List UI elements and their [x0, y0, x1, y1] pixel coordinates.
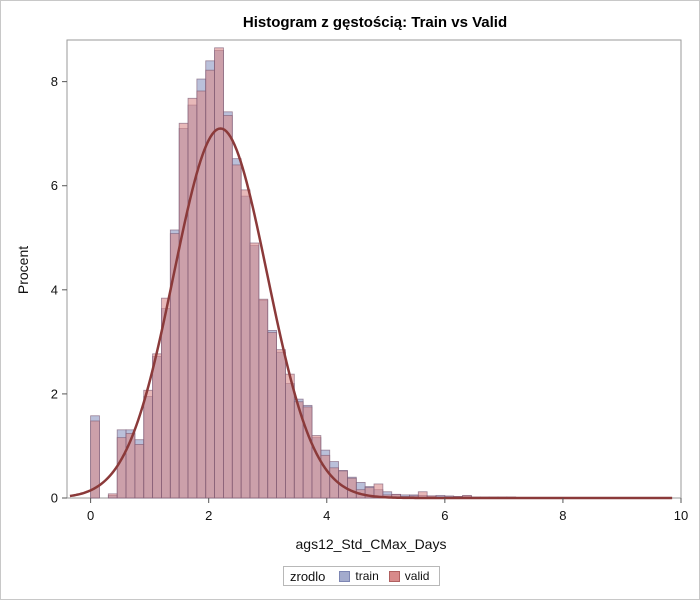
legend-swatch-valid	[388, 570, 400, 582]
legend-entry-valid[interactable]: valid	[388, 569, 430, 583]
legend-label-train: train	[355, 569, 379, 583]
x-tick-label: 4	[323, 508, 330, 523]
valid-bar	[187, 97, 198, 499]
valid-bar	[107, 493, 118, 499]
valid-bar	[90, 420, 100, 499]
y-tick-label: 4	[51, 282, 58, 297]
valid-bar	[223, 115, 233, 499]
valid-bar	[276, 349, 286, 499]
y-axis-label: Procent	[15, 246, 31, 294]
valid-bar	[231, 164, 242, 499]
x-tick-label: 0	[87, 508, 94, 523]
x-tick-label: 6	[441, 508, 448, 523]
legend-label-valid: valid	[404, 569, 430, 583]
legend-entry-train[interactable]: train	[339, 569, 379, 583]
y-tick-label: 0	[51, 491, 58, 506]
x-tick-label: 2	[205, 508, 212, 523]
y-axis: 0 2 4 6 8	[51, 74, 67, 506]
x-tick-label: 10	[674, 508, 688, 523]
valid-bar	[178, 122, 189, 499]
density-curve	[69, 127, 673, 500]
legend: zrodlo train valid	[283, 566, 441, 586]
valid-bar	[285, 373, 295, 499]
valid-bar	[258, 298, 269, 499]
valid-bar	[134, 443, 145, 499]
valid-bar	[143, 389, 154, 499]
y-tick-label: 6	[51, 178, 58, 193]
x-axis-label: ags12_Std_CMax_Days	[296, 536, 447, 552]
valid-bar	[240, 189, 251, 499]
x-tick-label: 8	[559, 508, 566, 523]
valid-bar	[116, 437, 127, 499]
valid-bar	[214, 47, 224, 499]
x-axis: 0 2 4 6 8 10	[87, 498, 688, 523]
y-tick-label: 8	[51, 74, 58, 89]
valid-bar	[249, 242, 260, 499]
valid-bar	[267, 332, 277, 499]
valid-bar	[302, 406, 313, 499]
valid-bar	[152, 353, 162, 499]
valid-bar	[347, 477, 357, 499]
legend-title: zrodlo	[290, 568, 326, 584]
chart-title: Histogram z gęstością: Train vs Valid	[243, 14, 507, 31]
y-tick-label: 2	[51, 386, 58, 401]
legend-swatch-train	[339, 570, 351, 582]
